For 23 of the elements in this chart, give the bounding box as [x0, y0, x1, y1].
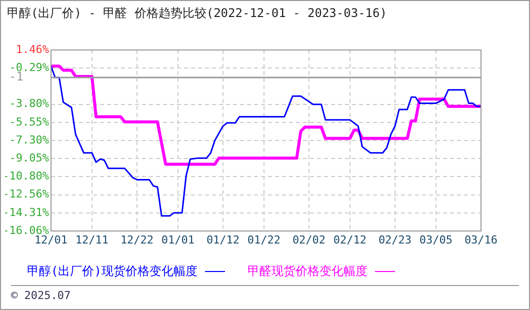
x-tick-label: 12/22 [120, 233, 154, 246]
y-tick-label: -12.56% [2, 188, 50, 201]
x-tick-label: 02/02 [292, 233, 326, 246]
text: © 2025.07 [11, 289, 71, 302]
x-tick-label: 01/12 [206, 233, 240, 246]
x-tick-label: 12/11 [75, 233, 109, 246]
y-tick-label: -9.05% [9, 151, 50, 164]
y-tick-label: -7.30% [9, 133, 50, 146]
y-tick-label: -3.80% [9, 97, 50, 110]
y-tick-label: -5.55% [9, 115, 50, 128]
x-tick-label: 01/22 [247, 233, 281, 246]
x-tick-label: 01/01 [161, 233, 195, 246]
legend-label: 甲醇(出厂价)现货价格变化幅度 [27, 264, 198, 278]
y-tick-label: -10.80% [2, 170, 50, 183]
legend-label: 甲醛现货价格变化幅度 [247, 264, 368, 278]
x-tick-label: 02/23 [378, 233, 412, 246]
x-tick-label: 03/05 [419, 233, 453, 246]
y-tick-label: 1.46% [16, 42, 50, 56]
chart-title: 甲醇(出厂价) - 甲醛 价格趋势比较(2022-12-01 - 2023-03-16) [7, 5, 387, 22]
y-tick-label: -14.31% [2, 206, 50, 219]
x-tick-label: 03/16 [464, 233, 498, 246]
x-tick-label: 02/12 [333, 233, 367, 246]
ref-line-label: -1 [9, 70, 24, 84]
